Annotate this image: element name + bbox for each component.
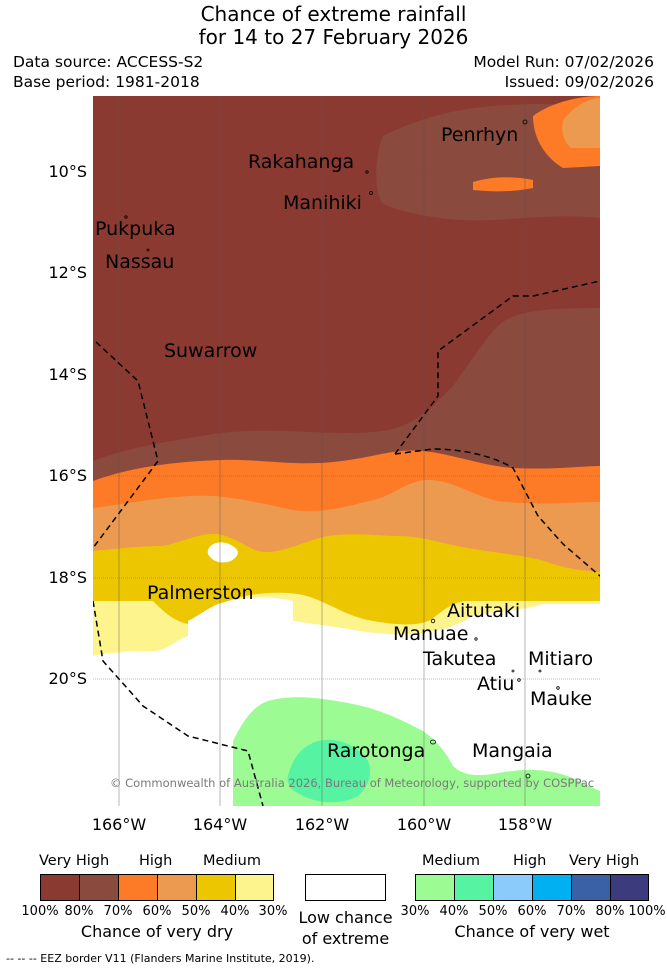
x-label-166w: 166°W (91, 815, 147, 834)
island-marker-manihiki (369, 191, 373, 195)
legend-wet-tick: 40% (439, 904, 469, 919)
eez-border-sw (93, 600, 264, 806)
swatch-low-chance (305, 874, 386, 901)
label-mauke: Mauke (530, 688, 593, 710)
island-marker-mauke (556, 686, 560, 690)
y-label-16s: 16°S (48, 466, 87, 485)
legend-dry-tick: 40% (220, 904, 250, 919)
swatch-wet-60-70 (532, 874, 572, 901)
zone-low-chance-patch (207, 542, 238, 563)
rainfall-map-canvas (93, 96, 600, 806)
legend-dry-tick: 30% (258, 904, 288, 919)
zone-dry-60-50-ne (562, 98, 600, 148)
y-label-18s: 18°S (48, 568, 87, 587)
data-source: Data source: ACCESS-S2 (13, 53, 204, 71)
legend-low-caption-line2: of extreme (301, 929, 390, 948)
eez-border-west (93, 341, 159, 549)
label-takutea: Takutea (423, 648, 497, 670)
swatch-dry-80-70 (79, 874, 119, 901)
island-marker-atiu (517, 678, 521, 682)
legend-wet-very-high: Very High (569, 853, 640, 869)
legend-wet-tick: 60% (517, 904, 547, 919)
map-gridlines (93, 96, 600, 806)
legend-wet-tick: 100% (628, 904, 666, 919)
legend-dry-medium: Medium (203, 853, 261, 869)
y-label-12s: 12°S (48, 263, 87, 282)
eez-border (93, 280, 600, 806)
swatch-wet-70-80 (571, 874, 611, 901)
island-markers (124, 119, 560, 779)
x-label-162w: 162°W (294, 815, 350, 834)
island-marker-pukpuka (124, 215, 128, 219)
y-label-10s: 10°S (48, 162, 87, 181)
label-nassau: Nassau (105, 251, 175, 273)
legend-wet-tick: 30% (400, 904, 430, 919)
eez-border-footnote: -- -- -- EEZ border V11 (Flanders Marine… (6, 952, 315, 965)
label-suwarrow: Suwarrow (164, 340, 258, 362)
legend-wet-tick: 50% (478, 904, 508, 919)
swatch-dry-50-40 (196, 874, 236, 901)
legend-dry-tick: 100% (21, 904, 59, 919)
issued-date: Issued: 09/02/2026 (504, 73, 654, 91)
map-title-line1: Chance of extreme rainfall (200, 2, 467, 26)
island-marker-mangaia (525, 773, 531, 779)
label-manuae: Manuae (393, 623, 469, 645)
zone-dry-70-60-north (473, 177, 533, 192)
island-marker-rakahanga (365, 170, 369, 174)
swatch-dry-40-30 (235, 874, 274, 901)
y-label-14s: 14°S (48, 365, 87, 384)
rainfall-map: Penrhyn Rakahanga Manihiki Pukpuka Nassa… (93, 96, 600, 806)
y-label-20s: 20°S (48, 669, 87, 688)
swatch-wet-40-50 (454, 874, 494, 901)
zone-wet-40-50 (287, 739, 370, 803)
legend-wet-medium: Medium (422, 853, 480, 869)
legend-dry-caption: Chance of very dry (80, 922, 234, 941)
copyright-notice: © Commonwealth of Australia 2026, Bureau… (110, 776, 595, 790)
island-marker-penrhyn (522, 119, 528, 125)
island-marker-aitutaki (430, 618, 436, 624)
swatch-dry-70-60 (118, 874, 158, 901)
legend-dry-tick: 80% (64, 904, 94, 919)
x-label-164w: 164°W (192, 815, 248, 834)
legend-wet-high: High (513, 853, 547, 869)
legend-wet-tick: 70% (556, 904, 586, 919)
label-palmerston: Palmerston (147, 582, 254, 604)
island-marker-mitiaro (538, 669, 542, 673)
zone-dry-40-30-left (93, 601, 148, 653)
legend-dry-tick: 60% (142, 904, 172, 919)
label-pukpuka: Pukpuka (95, 218, 176, 240)
legend-dry-tick: 50% (181, 904, 211, 919)
swatch-dry-60-50 (157, 874, 197, 901)
model-run: Model Run: 07/02/2026 (473, 53, 654, 71)
swatch-dry-100-80 (40, 874, 80, 901)
legend-wet-caption: Chance of very wet (454, 922, 610, 941)
label-aitutaki: Aitutaki (447, 600, 521, 622)
legend-wet-tick: 80% (595, 904, 625, 919)
x-label-160w: 160°W (396, 815, 452, 834)
island-marker-rarotonga (430, 739, 436, 745)
label-atiu: Atiu (477, 673, 515, 695)
swatch-wet-50-60 (493, 874, 533, 901)
island-marker-nassau (146, 248, 150, 252)
label-mitiaro: Mitiaro (528, 648, 594, 670)
swatch-wet-80-100 (610, 874, 649, 901)
legend-dry-tick: 70% (103, 904, 133, 919)
legend-dry-high: High (139, 853, 173, 869)
legend-dry-very-high: Very High (39, 853, 110, 869)
base-period: Base period: 1981-2018 (13, 73, 200, 91)
label-rakahanga: Rakahanga (248, 151, 355, 173)
island-marker-takutea (511, 669, 515, 673)
label-manihiki: Manihiki (283, 192, 362, 214)
legend-low-caption-line1: Low chance (298, 908, 393, 927)
eez-border-south (394, 448, 600, 577)
map-title-line2: for 14 to 27 February 2026 (198, 25, 469, 49)
x-label-158w: 158°W (497, 815, 553, 834)
label-rarotonga: Rarotonga (327, 740, 426, 762)
swatch-wet-30-40 (415, 874, 455, 901)
island-marker-manuae (474, 637, 478, 641)
eez-border-north (394, 280, 600, 455)
label-mangaia: Mangaia (472, 740, 553, 762)
label-penrhyn: Penrhyn (441, 124, 519, 146)
